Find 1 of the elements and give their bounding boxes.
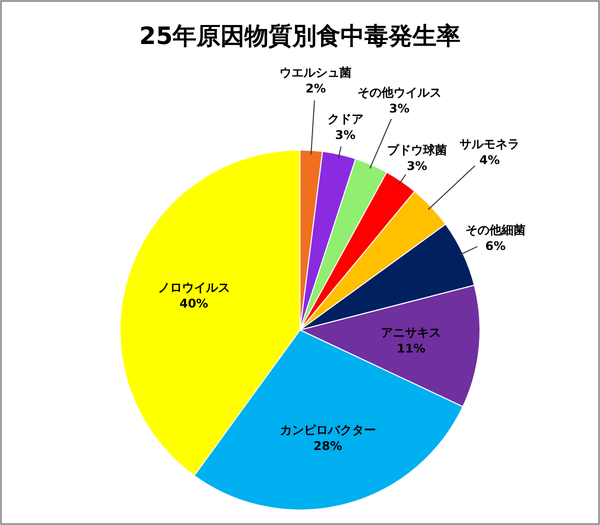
chart-title: 25年原因物質別食中毒発生率 xyxy=(139,22,461,50)
